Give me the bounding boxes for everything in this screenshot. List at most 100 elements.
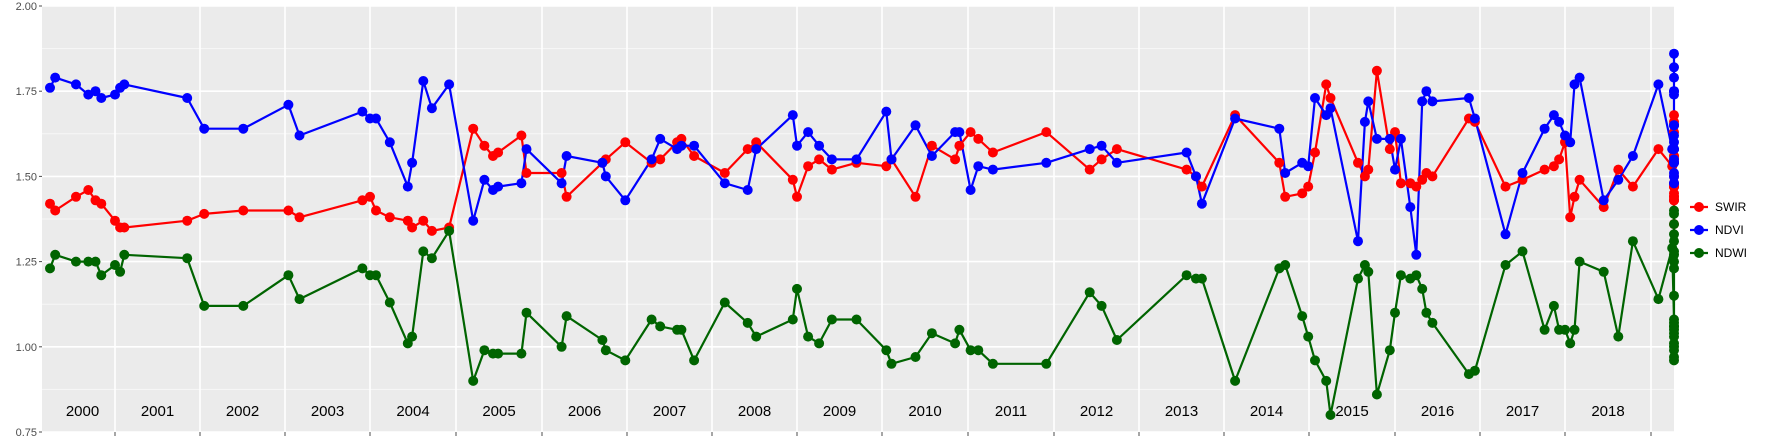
data-point-ndwi <box>1411 270 1422 281</box>
data-point-swir <box>1574 174 1585 185</box>
data-point-ndvi <box>1560 130 1570 141</box>
data-point-ndvi <box>851 154 862 165</box>
year-label: 2006 <box>568 403 601 420</box>
year-label: 2012 <box>1080 403 1113 420</box>
data-point-swir <box>792 191 802 202</box>
data-point-swir <box>1363 164 1374 175</box>
data-point-ndwi <box>479 345 490 356</box>
data-point-ndvi <box>1669 48 1679 59</box>
data-point-ndvi <box>787 110 798 121</box>
data-point-ndwi <box>851 314 862 325</box>
grid-major <box>42 5 1674 433</box>
year-label: 2013 <box>1165 403 1198 420</box>
data-point-swir <box>1280 191 1291 202</box>
data-point-ndvi <box>1598 195 1609 206</box>
data-point-ndwi <box>719 297 730 308</box>
data-point-ndwi <box>556 341 567 352</box>
data-point-ndwi <box>516 348 527 359</box>
data-point-swir <box>1196 181 1207 192</box>
data-point-ndvi <box>479 174 490 185</box>
data-point-swir <box>1390 127 1400 138</box>
data-point-ndvi <box>886 154 897 165</box>
year-label: 2002 <box>226 403 259 420</box>
data-point-ndwi <box>407 331 418 342</box>
year-labels: 2000 2001 2002 2003 2004 2005 2006 2007 2008 2009… <box>66 403 1625 420</box>
y-tick-label: 1.75 <box>16 86 37 98</box>
data-point-swir <box>283 205 294 216</box>
data-point-swir <box>384 212 395 223</box>
data-point-ndvi <box>1230 113 1241 124</box>
data-point-swir <box>803 161 814 172</box>
data-point-ndwi <box>50 249 61 260</box>
series-points-ndvi <box>45 48 1679 260</box>
data-point-ndwi <box>1669 321 1679 332</box>
data-point-ndvi <box>1274 123 1285 134</box>
data-point-swir <box>1181 164 1192 175</box>
data-point-ndvi <box>1565 137 1576 148</box>
data-point-swir <box>814 154 825 165</box>
data-point-swir <box>1613 164 1624 175</box>
data-point-ndwi <box>1669 208 1679 219</box>
data-point-swir <box>426 225 437 236</box>
data-point-ndwi <box>110 260 120 270</box>
data-point-ndvi <box>1574 72 1585 83</box>
data-point-ndvi <box>1041 157 1052 168</box>
data-point-swir <box>1321 79 1332 90</box>
data-point-ndwi <box>1560 324 1570 335</box>
data-point-ndwi <box>357 263 368 274</box>
data-point-ndwi <box>468 375 479 386</box>
data-point-ndvi <box>1390 164 1400 175</box>
data-point-ndwi <box>926 328 937 339</box>
data-point-ndwi <box>418 246 429 257</box>
data-point-ndvi <box>50 72 61 83</box>
data-point-ndwi <box>742 317 753 328</box>
data-point-swir <box>1274 157 1285 168</box>
data-point-swir <box>1371 65 1382 76</box>
data-point-ndwi <box>238 300 249 311</box>
data-point-ndwi <box>620 355 631 366</box>
data-point-swir <box>742 144 753 155</box>
data-point-ndwi <box>676 324 687 335</box>
data-point-ndwi <box>561 311 572 322</box>
data-point-swir <box>881 161 892 172</box>
data-point-swir <box>1395 178 1406 189</box>
data-point-ndwi <box>1598 266 1609 277</box>
year-label: 2015 <box>1335 403 1368 420</box>
data-point-ndvi <box>96 93 107 103</box>
data-point-swir <box>521 168 532 178</box>
data-point-ndvi <box>1191 171 1201 182</box>
data-point-swir <box>407 222 418 233</box>
data-point-swir <box>987 147 998 158</box>
data-point-swir <box>1548 161 1559 172</box>
data-point-swir <box>1500 181 1511 192</box>
data-point-swir <box>1427 171 1438 182</box>
data-point-ndvi <box>987 164 998 175</box>
data-point-ndwi <box>1390 307 1400 318</box>
data-point-ndwi <box>182 253 193 264</box>
data-point-swir <box>954 140 965 151</box>
data-point-ndvi <box>689 140 700 151</box>
data-point-ndwi <box>384 297 395 308</box>
data-point-ndwi <box>283 270 294 281</box>
data-point-swir <box>199 208 210 219</box>
data-point-ndwi <box>655 321 666 332</box>
data-point-swir <box>1084 164 1095 175</box>
data-point-ndvi <box>1669 130 1679 141</box>
year-label: 2010 <box>908 403 941 420</box>
data-point-swir <box>973 133 984 144</box>
data-point-ndwi <box>910 352 921 362</box>
data-point-swir <box>1096 154 1107 165</box>
data-point-ndwi <box>1653 294 1664 305</box>
data-point-ndvi <box>45 82 55 93</box>
data-point-ndwi <box>886 358 897 369</box>
data-point-ndvi <box>110 89 120 100</box>
data-point-ndvi <box>1427 96 1438 107</box>
data-point-ndwi <box>1517 246 1528 257</box>
data-point-ndvi <box>426 103 437 114</box>
y-tick-label: 0.75 <box>16 427 37 439</box>
data-point-swir <box>182 215 193 226</box>
data-point-swir <box>1297 188 1308 199</box>
series-points <box>45 48 1679 420</box>
data-point-ndwi <box>803 331 814 342</box>
data-point-ndvi <box>521 144 532 155</box>
